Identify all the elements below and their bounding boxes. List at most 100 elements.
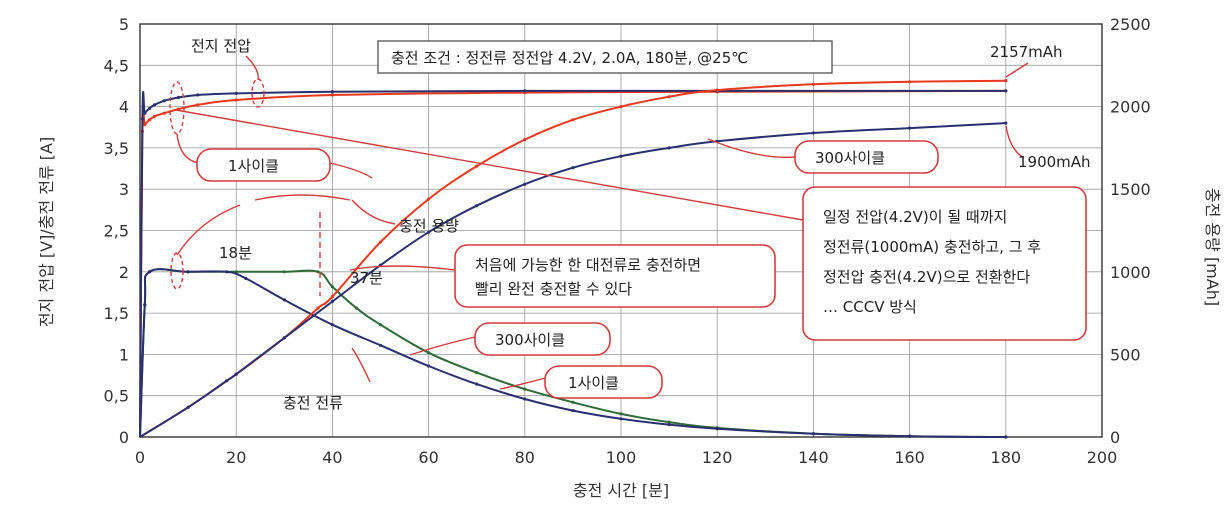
x-tick-label: 160: [894, 448, 925, 467]
callout-fast-line1: 처음에 가능한 한 대전류로 충전하면: [475, 256, 701, 274]
x-tick-label: 100: [606, 448, 637, 467]
charge-current-label: 충전 전류: [283, 394, 343, 412]
data-point: [196, 103, 200, 107]
leader-300-cycle-cap: [707, 138, 796, 159]
data-point: [475, 382, 479, 386]
callout-cccv-line3: 정전압 충전(4.2V)으로 전환한다: [823, 268, 1030, 286]
leader-1cycle-capacity: [329, 162, 373, 179]
y-tick-label: 3,5: [104, 139, 129, 158]
data-point: [523, 182, 527, 186]
data-point: [908, 126, 912, 130]
data-point: [571, 118, 575, 122]
y-tick-label: 1,5: [104, 304, 129, 323]
callout-1cycle-voltage-text: 1사이클: [228, 157, 279, 175]
leader-battery-voltage: [245, 55, 259, 81]
leader-current-ellipse: [176, 204, 241, 256]
y2-tick-label: 2500: [1110, 15, 1151, 34]
series-line-capacity-300-cycle: [139, 122, 1006, 438]
y-tick-label: 1: [119, 345, 129, 364]
data-point: [811, 432, 816, 436]
data-point: [427, 351, 431, 355]
x-axis-title: 충전 시간 [분]: [573, 481, 669, 500]
data-point: [234, 98, 238, 102]
data-point: [330, 323, 334, 327]
battery-voltage-label: 전지 전압: [191, 37, 251, 55]
data-point: [152, 103, 156, 107]
y-tick-label: 2: [119, 263, 129, 282]
data-point: [330, 93, 334, 97]
data-point: [282, 298, 286, 302]
data-point: [225, 270, 229, 274]
y-tick-label: 5: [119, 15, 129, 34]
data-point: [225, 379, 229, 383]
data-point: [148, 106, 152, 110]
current-ellipse: [170, 252, 184, 290]
y-tick-label: 2,5: [104, 222, 129, 241]
data-point: [244, 276, 248, 280]
data-point: [140, 117, 144, 121]
callout-fast: [454, 244, 776, 308]
callout-300cycle-current-text: 300사이클: [495, 331, 565, 349]
y-tick-label: 0: [119, 428, 129, 447]
data-point: [667, 423, 671, 427]
data-point: [282, 336, 286, 340]
y2-tick-label: 2000: [1110, 98, 1151, 117]
x-tick-label: 140: [798, 448, 829, 467]
data-point: [715, 427, 719, 431]
data-point: [908, 434, 912, 438]
callout-1cycle-current: [544, 365, 663, 399]
data-point: [186, 270, 190, 274]
data-point: [330, 295, 334, 299]
data-point: [523, 397, 527, 401]
data-point: [152, 114, 156, 119]
leader-1cycle: [176, 133, 200, 164]
leader-1900: [1005, 125, 1025, 159]
callout-300cycle-current: [474, 322, 611, 356]
data-point: [143, 111, 147, 115]
leader-charge-current: [351, 347, 371, 383]
data-point: [186, 405, 190, 409]
leader-cccv: [175, 109, 804, 221]
x-tick-label: 180: [991, 448, 1022, 467]
data-point: [523, 89, 527, 93]
charge-capacity-label: 충전 용량: [399, 217, 459, 235]
y2-tick-label: 1500: [1110, 180, 1151, 199]
data-point: [354, 306, 359, 310]
leader-fast: [349, 265, 456, 271]
data-point: [427, 364, 431, 368]
data-point: [811, 82, 816, 86]
callout-fast-line2: 빨리 완전 충전할 수 있다: [475, 280, 632, 298]
y-tick-label: 4: [119, 98, 129, 117]
y2-tick-label: 0: [1110, 428, 1120, 447]
data-point: [475, 371, 479, 375]
data-point: [475, 204, 479, 208]
data-point: [234, 372, 238, 376]
y2-axis-title: 충전 용량 [mAh]: [1203, 188, 1222, 306]
leader-2157: [1005, 62, 1029, 78]
data-point: [162, 111, 166, 115]
min37-label: 37분: [350, 269, 383, 287]
x-tick-label: 20: [226, 448, 246, 467]
series-line-voltage-300-cycle: [139, 89, 1006, 438]
data-point: [143, 123, 147, 127]
voltage-ellipse: [169, 81, 185, 135]
x-tick-label: 40: [322, 448, 342, 467]
y-axis-title: 전지 전압 [V]/충전 전류 [A]: [37, 137, 56, 327]
data-point: [330, 90, 334, 94]
leader-capacity-2: [254, 194, 351, 201]
y2-tick-label: 1000: [1110, 263, 1151, 282]
data-point: [475, 164, 479, 168]
callout-300cycle-capacity-text: 300사이클: [815, 149, 885, 167]
data-point: [667, 146, 671, 150]
data-point: [667, 420, 671, 424]
data-point: [619, 417, 623, 421]
data-point: [316, 306, 320, 310]
y-tick-label: 4,5: [104, 56, 129, 75]
y2-tick-labels: 0 500 1000 1500 2000 2500: [1110, 15, 1151, 447]
x-tick-labels: 0 20 40 60 80 100 120 140 160 180 200: [135, 448, 1117, 467]
data-point: [811, 131, 816, 135]
x-tick-label: 80: [515, 448, 535, 467]
data-point: [427, 230, 431, 234]
callout-cccv-line2: 정전류(1000mA) 충전하고, 그 후: [823, 238, 1041, 256]
data-point: [619, 154, 623, 158]
